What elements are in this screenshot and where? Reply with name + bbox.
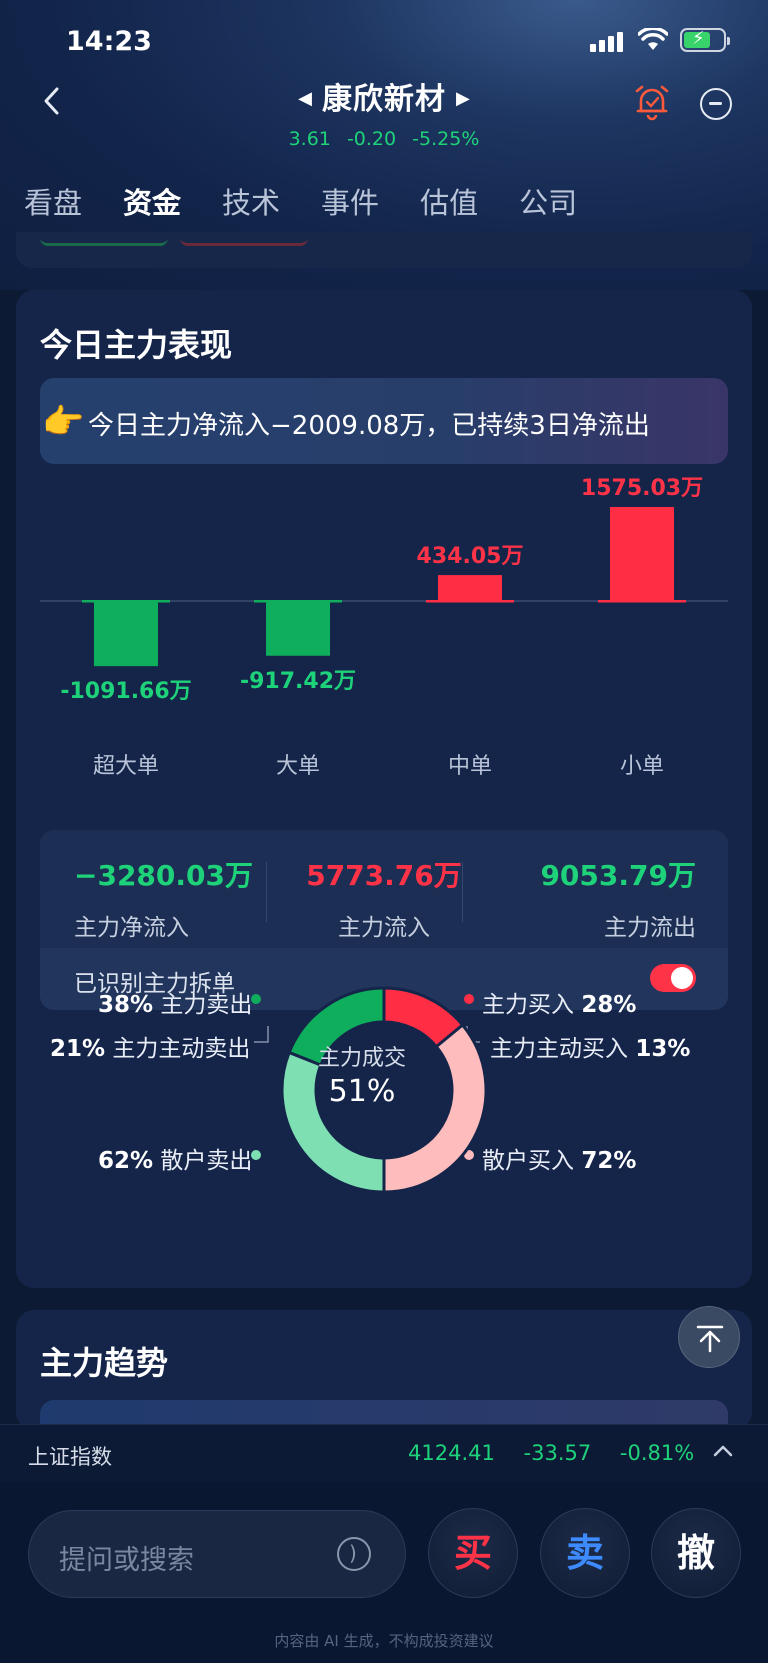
category-label-3: 小单 [620,754,664,779]
stat-inflow: 5773.76万 主力流入 [269,854,499,942]
index-change: -33.57 [523,1441,592,1465]
signal-icon [590,32,626,52]
previous-card-edge [16,232,752,268]
label-main-buy: 主力买入 28% [482,992,637,1018]
tab-bar: 看盘 资金 技术 事件 估值 公司 [24,180,618,238]
donut-center-value: 51% [328,1074,396,1109]
stock-change: -0.20 [346,128,397,150]
main-force-card: 今日主力表现 👉 今日主力净流入−2009.08万，已持续3日净流出 -1091… [16,290,752,1288]
stat-inflow-value: 5773.76万 [306,859,462,892]
bar-value-label-3: 1575.03万 [581,476,703,501]
stock-change-pct: -5.25% [412,128,480,150]
bar-1 [266,601,330,656]
bar-2 [438,575,502,601]
back-to-top-button[interactable] [678,1306,740,1368]
chevron-up-icon[interactable] [712,1443,734,1459]
stat-net-label: 主力净流入 [74,915,189,941]
summary-banner: 👉 今日主力净流入−2009.08万，已持续3日净流出 [40,378,728,464]
stock-title: 康欣新材 [322,82,446,117]
flow-stats-panel: −3280.03万 主力净流入 5773.76万 主力流入 9053.79万 主… [40,830,728,1010]
trend-card: 主力趋势 [16,1310,752,1430]
bar-value-label-0: -1091.66万 [60,679,191,704]
stat-outflow: 9053.79万 主力流出 [466,854,696,942]
wifi-icon [638,28,668,50]
search-placeholder: 提问或搜索 [59,1545,194,1576]
tab-jishu[interactable]: 技术 [222,186,281,220]
cancel-order-button[interactable]: 撤 [651,1508,741,1598]
stock-title-row: ◀ 康欣新材 ▶ [0,74,768,118]
bar-3 [610,507,674,601]
category-label-1: 大单 [276,754,320,779]
stock-price: 3.61 [288,128,331,150]
tab-kanpan[interactable]: 看盘 [24,186,83,220]
prev-stock-icon[interactable]: ◀ [298,88,312,109]
tab-zijin[interactable]: 资金 [123,180,181,238]
split-order-label: 已识别主力拆单 [74,971,235,997]
voice-icon[interactable] [337,1537,371,1571]
tab-guzhi[interactable]: 估值 [420,186,479,220]
stat-net: −3280.03万 主力净流入 [74,854,304,942]
index-value: 4124.41 [408,1441,495,1465]
ai-disclaimer: 内容由 AI 生成，不构成投资建议 [274,1632,494,1650]
buy-button[interactable]: 买 [428,1508,518,1598]
alarm-bell-icon[interactable] [632,82,672,122]
search-input[interactable]: 提问或搜索 [28,1510,406,1598]
index-change-pct: -0.81% [619,1441,695,1465]
status-bar: 14:23 ⚡ [0,22,768,62]
pointing-hand-icon: 👉 [42,402,85,442]
turnover-donut: 38% 主力卖出 21% 主力主动卖出 62% 散户卖出 主力买入 28% 主力… [16,980,752,1270]
label-retail-buy: 散户买入 72% [482,1148,637,1174]
donut-segment-3 [287,986,386,1067]
back-icon[interactable] [40,86,64,116]
bar-0 [94,601,158,667]
index-ticker-bar[interactable]: 上证指数 4124.41 -33.57 -0.81% [0,1424,768,1482]
stat-outflow-value: 9053.79万 [540,859,696,892]
donut-segment-1 [382,1022,488,1194]
stat-net-value: −3280.03万 [74,859,253,892]
bar-value-label-2: 434.05万 [417,544,524,569]
card-title: 今日主力表现 [40,326,233,364]
index-name: 上证指数 [28,1445,112,1469]
category-label-0: 超大单 [93,754,159,779]
index-values: 4124.41 -33.57 -0.81% [408,1441,716,1465]
sell-button[interactable]: 卖 [540,1508,630,1598]
trend-card-title: 主力趋势 [40,1344,169,1382]
bottom-action-bar: 提问或搜索 买 卖 撤 内容由 AI 生成，不构成投资建议 [0,1482,768,1663]
label-main-active-sell: 21% 主力主动卖出 [50,1036,251,1062]
stat-inflow-label: 主力流入 [338,915,430,941]
donut-center-label: 主力成交 [317,1046,406,1071]
battery-icon: ⚡ [680,28,730,52]
remove-watchlist-button[interactable] [700,88,732,120]
stock-quote: 3.61 -0.20 -5.25% [0,128,768,150]
banner-text: 今日主力净流入−2009.08万，已持续3日净流出 [88,411,650,441]
bar-value-label-1: -917.42万 [240,669,356,694]
label-main-sell: 38% 主力卖出 [98,992,253,1018]
category-label-2: 中单 [448,754,492,779]
label-main-active-buy: 主力主动买入 13% [490,1036,691,1062]
split-order-toggle[interactable] [650,964,696,992]
stat-outflow-label: 主力流出 [604,915,696,941]
arrow-up-icon [696,1325,724,1353]
donut-chart [251,986,488,1194]
next-stock-icon[interactable]: ▶ [456,88,470,109]
tab-gongsi[interactable]: 公司 [519,186,578,220]
tab-shijian[interactable]: 事件 [321,186,380,220]
status-time: 14:23 [66,26,152,57]
label-retail-sell: 62% 散户卖出 [98,1148,253,1174]
